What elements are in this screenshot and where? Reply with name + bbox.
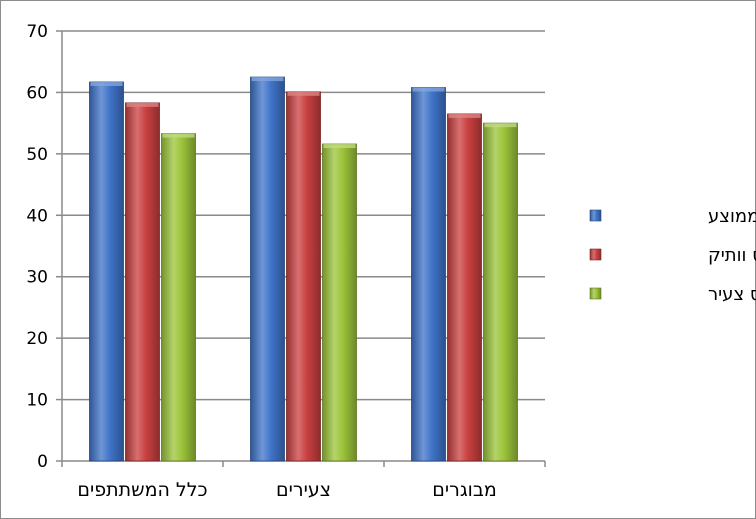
bar-cap-0-2: [162, 133, 195, 138]
bar-cap-1-2: [323, 144, 356, 149]
y-tick-label: 30: [26, 268, 48, 288]
legend: אזרח ממוצע טייס וותיק טייס צעיר: [589, 206, 756, 305]
y-tick-label: 60: [26, 83, 48, 103]
bar-2-2: [483, 122, 518, 462]
legend-label: טייס צעיר: [708, 284, 756, 305]
y-tick-label: 50: [26, 145, 48, 165]
bar-1-0: [250, 76, 285, 462]
bar-cap-1-0: [251, 77, 284, 82]
y-tick-label: 40: [26, 206, 48, 226]
legend-label: אזרח ממוצע: [708, 206, 756, 227]
bar-1-1: [286, 91, 321, 462]
bar-0-2: [161, 133, 196, 462]
legend-swatch: [589, 287, 602, 300]
y-tick-labels: 0 10 20 30 40 50 60 70: [26, 22, 48, 472]
bar-cap-2-2: [484, 123, 517, 128]
legend-swatch: [589, 209, 602, 222]
bar-cap-2-1: [448, 113, 481, 118]
bar-cap-1-1: [287, 91, 320, 96]
bar-cap-0-1: [126, 102, 159, 107]
x-category-label: כלל המשתתפים: [77, 479, 207, 501]
legend-label: טייס וותיק: [708, 245, 756, 266]
bar-1-2: [322, 143, 357, 462]
x-category-label: מבוגרים: [432, 479, 496, 501]
x-category-labels: כלל המשתתפים צעירים מבוגרים: [77, 479, 496, 501]
bar-0-1: [125, 102, 160, 462]
y-tick-label: 0: [37, 452, 48, 472]
bar-2-0: [411, 87, 446, 462]
bar-cap-0-0: [90, 81, 123, 86]
x-category-label: צעירים: [276, 479, 331, 501]
bar-0-0: [89, 81, 124, 462]
y-tick-label: 10: [26, 391, 48, 411]
y-tick-label: 20: [26, 329, 48, 349]
bar-2-1: [447, 113, 482, 462]
bars: [89, 76, 518, 462]
legend-swatch: [589, 248, 602, 261]
bar-cap-2-0: [412, 87, 445, 92]
y-tick-label: 70: [26, 22, 48, 42]
